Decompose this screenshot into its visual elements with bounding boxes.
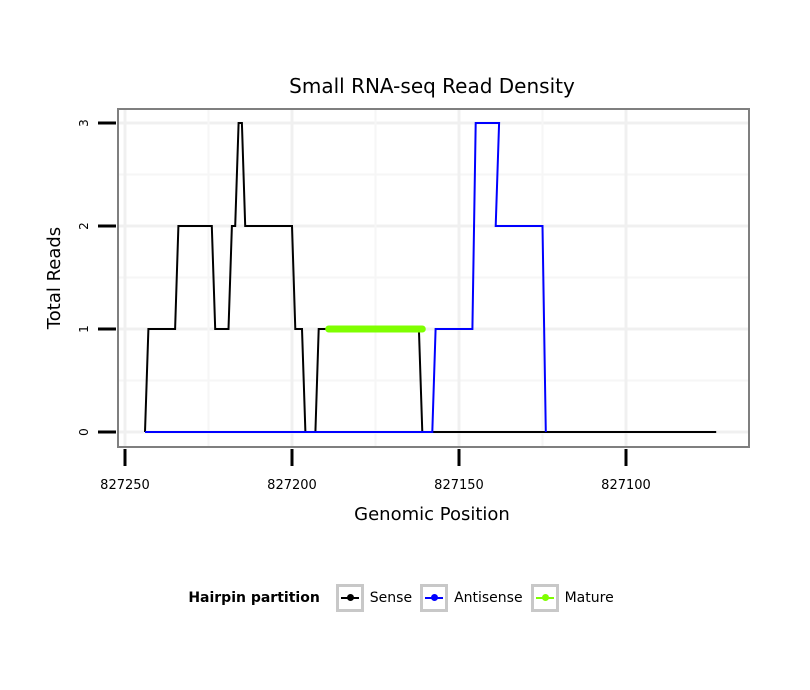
y-tick-label: 3 bbox=[77, 119, 91, 127]
y-axis-label: Total Reads bbox=[44, 227, 65, 330]
x-tick-label: 827150 bbox=[434, 478, 484, 493]
y-tick-label: 2 bbox=[77, 222, 91, 230]
y-tick-label: 0 bbox=[77, 428, 91, 436]
legend-label-mature: Mature bbox=[564, 590, 614, 606]
x-tick-label: 827100 bbox=[601, 478, 651, 493]
x-axis-label: Genomic Position bbox=[354, 504, 510, 525]
chart-title: Small RNA-seq Read Density bbox=[289, 74, 575, 98]
legend-key-mature bbox=[530, 584, 559, 612]
series-line-antisense bbox=[145, 122, 547, 433]
legend-item-sense: Sense bbox=[335, 584, 413, 612]
legend-label-antisense: Antisense bbox=[454, 590, 523, 606]
x-tick-label: 827250 bbox=[100, 478, 150, 493]
legend-key-sense bbox=[335, 584, 364, 612]
grid bbox=[119, 110, 748, 446]
legend-item-mature: Mature bbox=[530, 584, 614, 612]
legend: Hairpin partition Sense Antisense Mature bbox=[0, 578, 810, 618]
legend-key-antisense bbox=[420, 584, 449, 612]
series-layer bbox=[144, 122, 717, 433]
legend-label-sense: Sense bbox=[369, 590, 413, 606]
axes: 0 1 2 3 827250 827200 827150 827100 bbox=[77, 119, 651, 493]
x-tick-label: 827200 bbox=[267, 478, 317, 493]
legend-item-antisense: Antisense bbox=[420, 584, 523, 612]
y-tick-label: 1 bbox=[77, 325, 91, 333]
legend-title: Hairpin partition bbox=[188, 590, 320, 606]
